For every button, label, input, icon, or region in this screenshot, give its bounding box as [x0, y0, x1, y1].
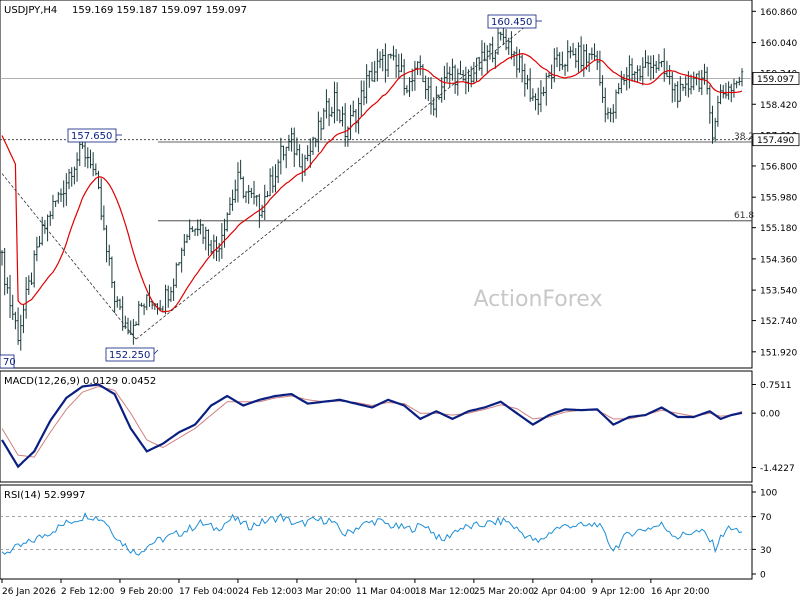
macd-tick-label: 0.00: [760, 410, 780, 420]
rsi-tick-label: 30: [760, 546, 772, 556]
macd-tick-label: 0.7511: [760, 381, 792, 391]
rsi-tick-label: 0: [760, 571, 766, 581]
price-tick-label: 160.040: [760, 39, 797, 49]
price-panel-frame: [0, 0, 753, 369]
price-tick-label: 155.180: [760, 224, 797, 234]
x-tick-label: 18 Mar 12:00: [415, 587, 475, 597]
jan-low-label: 70: [3, 357, 16, 368]
price-tick-label: 160.860: [760, 8, 797, 18]
x-tick-label: 24 Feb 12:00: [238, 587, 297, 597]
down-trendline: [1, 173, 137, 340]
macd-panel: 0.7511 0.00 -1.4227 MACD(12,26,9) 0.0129 0…: [0, 370, 795, 483]
x-tick-label: 26 Jan 2026: [2, 587, 56, 597]
level-marker-label: 157.490: [757, 136, 794, 146]
price-tick-label: 158.420: [760, 101, 797, 111]
x-axis: 26 Jan 2026 2 Feb 12:00 9 Feb 20:00 17 Feb …: [1, 579, 710, 597]
rsi-panel-frame: [0, 484, 753, 580]
level-marker-box: [752, 133, 800, 147]
x-tick-label: 3 Mar 20:00: [297, 587, 352, 597]
peak-high-label: 160.450: [491, 17, 532, 28]
macd-label: MACD(12,26,9) 0.0129 0.0452: [4, 376, 156, 387]
x-tick-label: 2 Feb 12:00: [61, 587, 115, 597]
candles: [0, 21, 744, 351]
price-tick-label: 153.540: [760, 287, 797, 297]
macd-tick-label: -1.4227: [760, 464, 795, 474]
macd-y-axis: 0.7511 0.00 -1.4227: [752, 381, 795, 474]
price-y-axis: 160.860160.040159.240158.420157.610156.8…: [752, 8, 800, 358]
feb-high-box: [67, 128, 117, 143]
macd-panel-frame: [0, 370, 753, 483]
rsi-label: RSI(14) 52.9997: [4, 490, 85, 501]
rsi-line: [1, 512, 743, 556]
fib-level-label: 61.8: [734, 211, 754, 221]
feb-high-label: 157.650: [71, 131, 112, 142]
x-tick-label: 9 Feb 20:00: [120, 587, 174, 597]
x-tick-label: 2 Apr 04:00: [533, 587, 586, 597]
price-tick-label: 154.360: [760, 255, 797, 265]
price-panel: 160.860160.040159.240158.420157.610156.8…: [0, 0, 800, 369]
feb-low-box: [105, 347, 155, 362]
rsi-tick-label: 70: [760, 513, 772, 523]
price-tick-label: 156.800: [760, 162, 797, 172]
price-tick-label: 152.740: [760, 317, 797, 327]
macd-signal-line: [1, 385, 743, 458]
price-annotations: 160.450 157.650 152.250 70: [0, 14, 542, 369]
current-price-label: 159.097: [757, 75, 794, 85]
rsi-tick-label: 100: [760, 489, 777, 499]
up-trendline: [135, 26, 526, 340]
feb-low-leader: [153, 349, 159, 355]
current-price-box: [752, 72, 800, 85]
watermark: ActionForex: [474, 287, 603, 312]
fib-level-label: 38.2: [734, 132, 754, 142]
header-symbol: USDJPY,H4: [4, 5, 57, 16]
moving-average-line: [1, 52, 743, 313]
rsi-panel: 100 70 30 0 RSI(14) 52.9997: [0, 484, 777, 581]
peak-high-box: [487, 14, 537, 29]
feb-low-label: 152.250: [109, 350, 150, 361]
x-tick-label: 9 Apr 12:00: [592, 587, 645, 597]
x-tick-label: 25 Mar 20:00: [474, 587, 534, 597]
x-tick-label: 16 Apr 20:00: [651, 587, 710, 597]
trendlines: [1, 26, 526, 340]
macd-main-line: [1, 383, 743, 469]
header-ohlc: 159.169 159.187 159.097 159.097: [72, 5, 247, 16]
x-tick-label: 17 Feb 04:00: [179, 587, 238, 597]
jan-low-box: [0, 354, 15, 369]
price-tick-label: 155.980: [760, 194, 797, 204]
x-tick-label: 11 Mar 04:00: [356, 587, 416, 597]
rsi-y-axis: 100 70 30 0: [0, 489, 777, 581]
price-tick-label: 151.920: [760, 348, 797, 358]
